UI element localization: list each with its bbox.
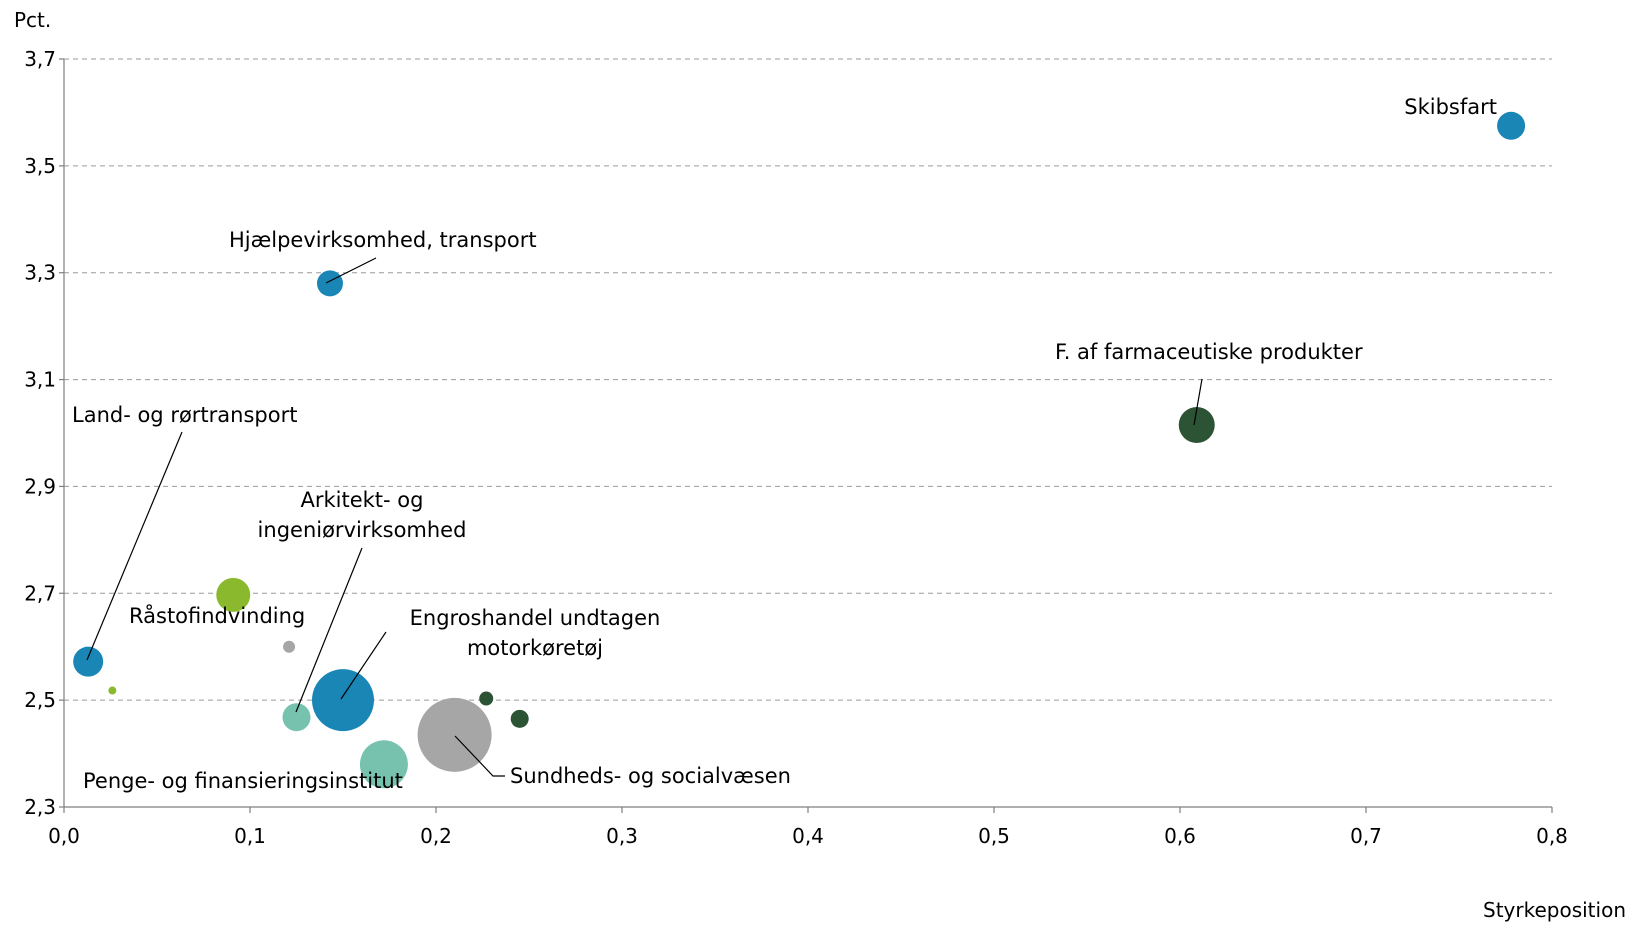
leader-line <box>1193 378 1203 426</box>
bubble-label: Penge- og finansieringsinstitut <box>83 769 403 793</box>
x-tick-label: 0,8 <box>1536 824 1568 848</box>
y-tick-label: 2,5 <box>24 688 56 712</box>
leader-line <box>86 431 183 661</box>
bubble <box>216 577 251 612</box>
bubble <box>1178 406 1215 443</box>
x-tick-label: 0,1 <box>234 824 266 848</box>
leader-lines <box>86 257 1203 777</box>
y-tick-label: 2,9 <box>24 474 56 498</box>
bubble <box>312 669 374 732</box>
y-tick-label: 3,1 <box>24 368 56 392</box>
bubble-label: Skibsfart <box>1404 95 1497 119</box>
bubble-label: F. af farmaceutiske produkter <box>1055 340 1363 364</box>
bubble <box>510 709 529 728</box>
y-tick-label: 3,5 <box>24 154 56 178</box>
y-tick-label: 3,7 <box>24 47 56 71</box>
bubble-label-line: Arkitekt- og <box>301 488 424 512</box>
bubble-label: Engroshandel undtagen motorkøretøj <box>410 606 661 660</box>
bubble-label-line: motorkøretøj <box>467 636 603 660</box>
bubble <box>108 686 117 695</box>
bubble-labels: Skibsfart Hjælpevirksomhed, transport F. a… <box>72 95 1497 793</box>
x-axis-title: Styrkeposition <box>1483 898 1626 922</box>
bubble <box>1497 111 1526 140</box>
bubble <box>282 703 311 732</box>
bubble <box>316 270 343 297</box>
y-tick-label: 2,3 <box>24 795 56 819</box>
leader-line <box>454 735 505 777</box>
axes: 2,3 2,5 2,7 2,9 3,1 3,3 3,5 3,7 0,0 0,1 0,2 0,3 0,4 0… <box>24 47 1568 848</box>
bubble <box>359 740 408 789</box>
x-tick-label: 0,4 <box>792 824 824 848</box>
bubble <box>283 640 296 653</box>
y-tick-label: 2,7 <box>24 581 56 605</box>
x-tick-label: 0,6 <box>1164 824 1196 848</box>
bubbles <box>73 111 1526 789</box>
bubble-label: Sundheds- og socialvæsen <box>510 764 791 788</box>
x-tick-label: 0,0 <box>48 824 80 848</box>
x-tick-label: 0,3 <box>606 824 638 848</box>
bubble-label-line: Engroshandel undtagen <box>410 606 661 630</box>
bubble-label: Land- og rørtransport <box>72 403 297 427</box>
bubble-label: Arkitekt- og ingeniørvirksomhed <box>258 488 467 542</box>
bubble-label: Hjælpevirksomhed, transport <box>229 228 537 252</box>
bubble <box>417 697 492 772</box>
leader-line <box>295 547 363 713</box>
bubble-label-line: ingeniørvirksomhed <box>258 518 467 542</box>
bubble-label: Råstofindvinding <box>129 603 305 628</box>
bubble <box>73 646 104 677</box>
x-tick-label: 0,2 <box>420 824 452 848</box>
leader-line <box>340 631 387 700</box>
leader-line <box>325 257 377 284</box>
bubble <box>479 691 494 706</box>
y-axis-title: Pct. <box>14 8 51 32</box>
x-tick-label: 0,5 <box>978 824 1010 848</box>
y-tick-label: 3,3 <box>24 261 56 285</box>
x-tick-label: 0,7 <box>1350 824 1382 848</box>
